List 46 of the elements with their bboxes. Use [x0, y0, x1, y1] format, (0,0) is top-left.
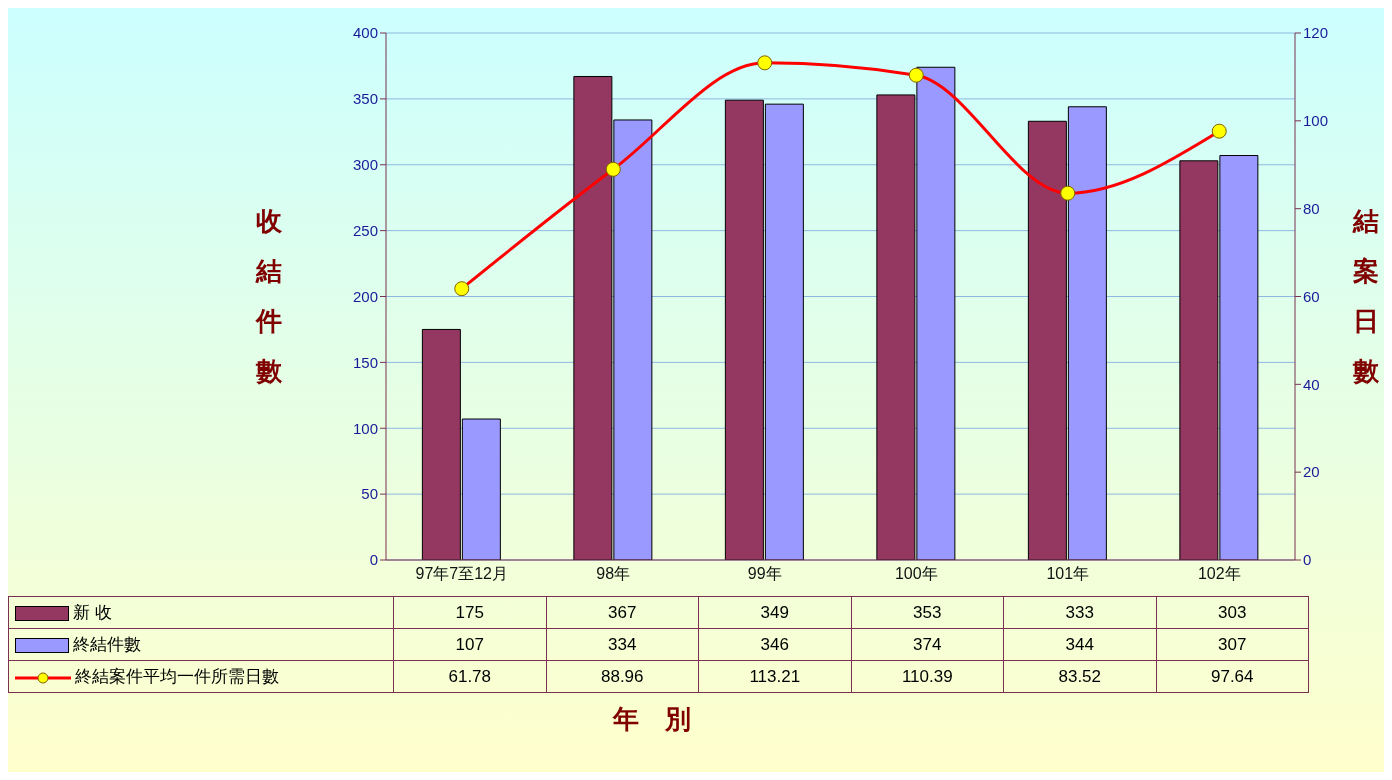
data-label: 349: [698, 596, 851, 629]
y-tick-label: 350: [352, 90, 378, 108]
data-label: 110.39: [851, 660, 1004, 693]
x-tick-label: 101年: [1046, 565, 1090, 583]
data-label: 83.52: [1003, 660, 1156, 693]
x-tick-label: 100年: [894, 565, 938, 583]
y2-tick-label: 100: [1303, 112, 1329, 130]
data-label: 113.21: [698, 660, 851, 693]
y2-tick-label: 40: [1303, 375, 1320, 393]
legend-label: 終結件數: [73, 635, 141, 654]
legend-label: 終結案件平均一件所需日數: [75, 667, 279, 686]
y2-tick-label: 80: [1303, 199, 1320, 217]
data-label: 107: [393, 628, 546, 661]
y-tick-label: 150: [352, 353, 378, 371]
y-tick-label: 300: [352, 156, 378, 174]
data-label: 374: [851, 628, 1004, 661]
data-label: 346: [698, 628, 851, 661]
data-label: 333: [1003, 596, 1156, 629]
y2-axis-title: 結案日數: [1353, 205, 1380, 388]
data-label: 303: [1156, 596, 1309, 629]
data-label: 353: [851, 596, 1004, 629]
y-tick-label: 200: [352, 287, 378, 305]
x-tick-label: 98年: [596, 565, 631, 583]
y2-tick-label: 120: [1303, 24, 1329, 42]
y-tick-label: 50: [361, 485, 378, 503]
x-tick-label: 102年: [1197, 565, 1241, 583]
y-tick-label: 0: [369, 551, 378, 569]
data-label: 344: [1003, 628, 1156, 661]
x-tick-label: 99年: [747, 565, 782, 583]
data-label: 175: [393, 596, 546, 629]
data-label: 88.96: [546, 660, 699, 693]
y-tick-label: 250: [352, 221, 378, 239]
y-tick-label: 400: [352, 24, 378, 42]
data-label: 97.64: [1156, 660, 1309, 693]
x-axis-title: 年 別: [611, 703, 692, 736]
data-label: 334: [546, 628, 699, 661]
data-label: 307: [1156, 628, 1309, 661]
y2-tick-label: 20: [1303, 463, 1320, 481]
x-tick-label: 97年7至12月: [415, 565, 508, 583]
legend-label: 新 收: [73, 603, 112, 622]
data-label: 61.78: [393, 660, 546, 693]
y-tick-label: 100: [352, 419, 378, 437]
data-label: 367: [546, 596, 699, 629]
y-axis-title: 收結件數: [256, 205, 283, 388]
y2-tick-label: 0: [1303, 551, 1312, 569]
y2-tick-label: 60: [1303, 287, 1320, 305]
